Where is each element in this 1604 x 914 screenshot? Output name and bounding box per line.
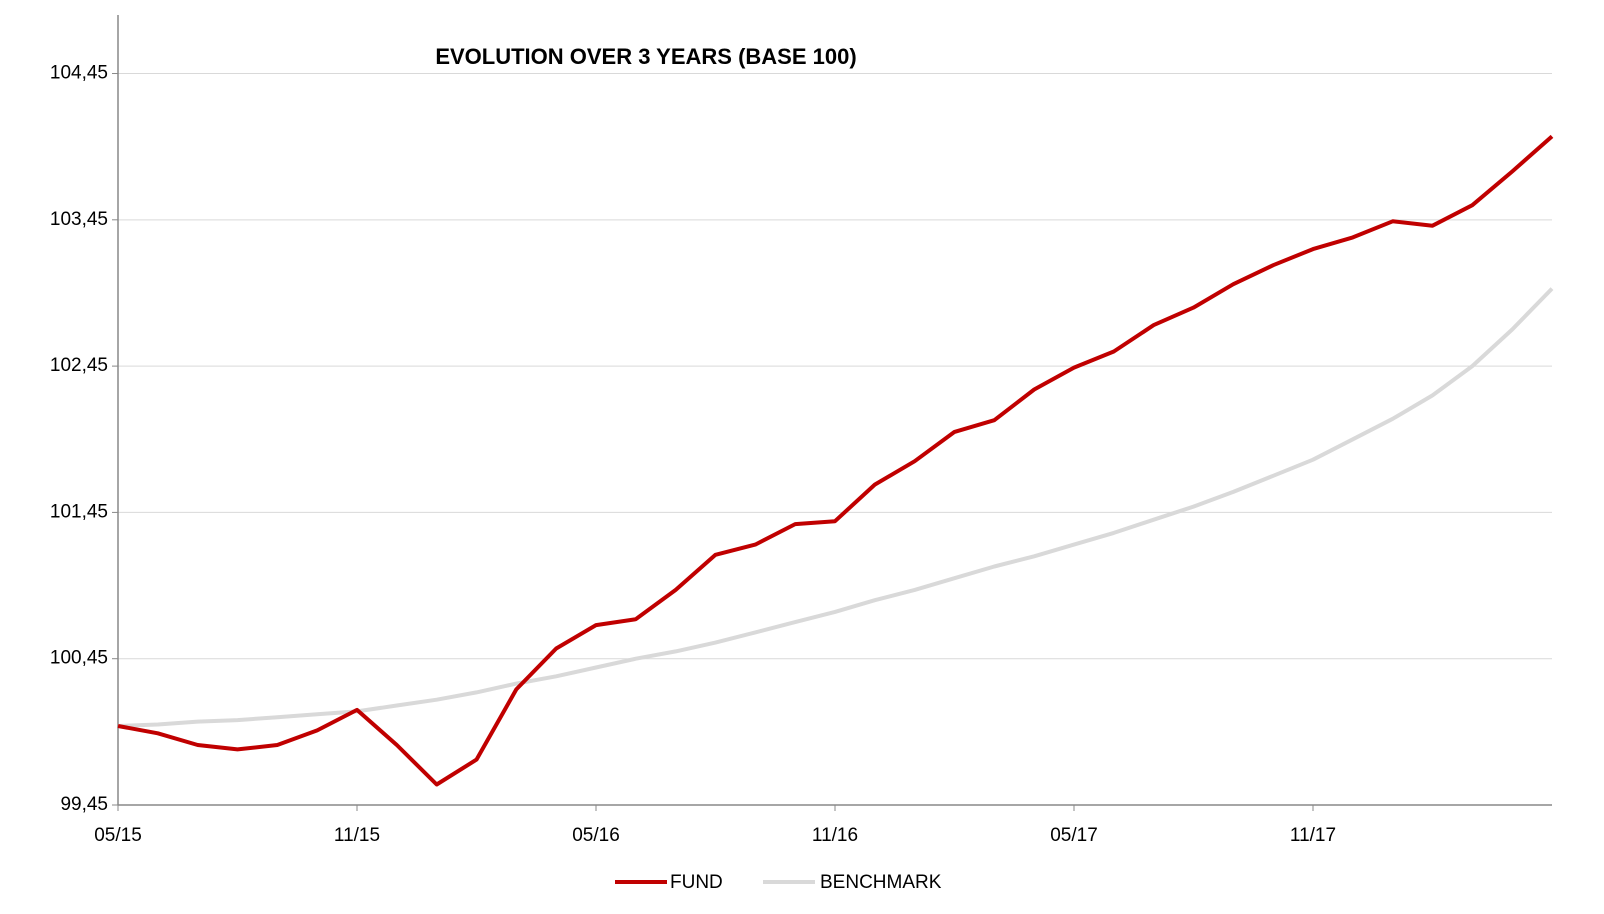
- chart-title: EVOLUTION OVER 3 YEARS (BASE 100): [435, 44, 856, 69]
- y-tick-label: 102,45: [50, 355, 108, 376]
- y-tick-label: 103,45: [50, 209, 108, 230]
- x-tick-label: 11/16: [812, 825, 858, 846]
- legend-label: FUND: [670, 872, 723, 893]
- y-tick-label: 99,45: [60, 794, 108, 815]
- legend-label: BENCHMARK: [820, 872, 942, 893]
- x-tick-label: 11/15: [334, 825, 380, 846]
- y-tick-label: 104,45: [50, 63, 108, 84]
- y-tick-label: 101,45: [50, 501, 108, 522]
- x-tick-label: 05/15: [94, 825, 142, 846]
- x-tick-label: 05/16: [572, 825, 620, 846]
- series-line: [117, 134, 1554, 787]
- y-tick-label: 100,45: [50, 648, 108, 669]
- series-line: [117, 287, 1554, 728]
- x-tick-label: 05/17: [1050, 825, 1098, 846]
- x-tick-label: 11/17: [1290, 825, 1336, 846]
